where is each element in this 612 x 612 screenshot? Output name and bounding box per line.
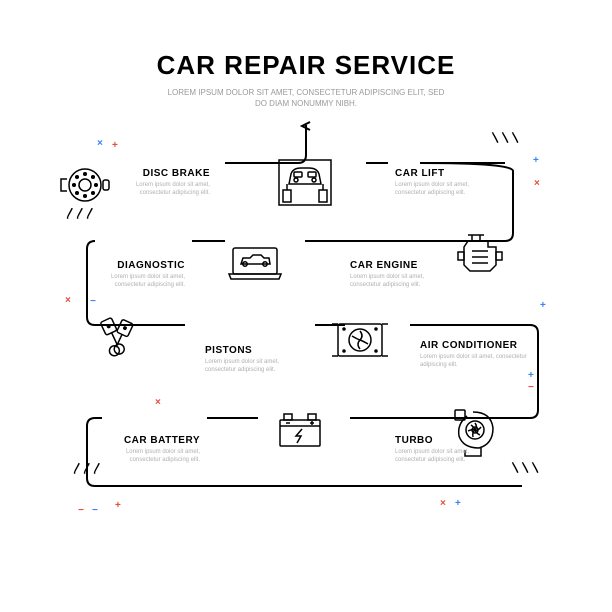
item-title: DISC BRAKE: [110, 168, 210, 179]
item-pistons: PISTONS Lorem ipsum dolor sit amet, cons…: [205, 345, 305, 375]
laptop-icon: [229, 248, 281, 279]
item-desc: Lorem ipsum dolor sit amet, consectetur …: [205, 358, 305, 375]
item-air_conditioner: AIR CONDITIONER Lorem ipsum dolor sit am…: [420, 340, 530, 370]
decoration: +: [112, 140, 118, 151]
decoration: 〵〵〵: [510, 460, 540, 476]
decoration: +: [455, 498, 461, 509]
item-disc_brake: DISC BRAKE Lorem ipsum dolor sit amet, c…: [110, 168, 210, 198]
item-car_battery: CAR BATTERY Lorem ipsum dolor sit amet, …: [100, 435, 200, 465]
decoration: ×: [97, 138, 103, 149]
decoration: −: [78, 505, 84, 516]
item-turbo: TURBO Lorem ipsum dolor sit amet, consec…: [395, 435, 495, 465]
item-desc: Lorem ipsum dolor sit amet, consectetur …: [395, 448, 495, 465]
item-car_engine: CAR ENGINE Lorem ipsum dolor sit amet, c…: [350, 260, 450, 290]
item-title: CAR BATTERY: [100, 435, 200, 446]
decoration: +: [533, 155, 539, 166]
item-desc: Lorem ipsum dolor sit amet, consectetur …: [85, 273, 185, 290]
item-title: TURBO: [395, 435, 495, 446]
item-desc: Lorem ipsum dolor sit amet, consectetur …: [395, 181, 495, 198]
decoration: +: [540, 300, 546, 311]
decoration: 〵〵〵: [490, 130, 520, 146]
item-desc: Lorem ipsum dolor sit amet, consectetur …: [420, 353, 530, 370]
item-desc: Lorem ipsum dolor sit amet, consectetur …: [100, 448, 200, 465]
disc-brake-icon: [61, 169, 109, 201]
item-title: AIR CONDITIONER: [420, 340, 530, 351]
decoration: −: [90, 296, 96, 307]
decoration: ×: [440, 498, 446, 509]
item-diagnostic: DIAGNOSTIC Lorem ipsum dolor sit amet, c…: [85, 260, 185, 290]
decoration: ×: [534, 178, 540, 189]
decoration: −: [92, 505, 98, 516]
decoration: −: [528, 382, 534, 393]
item-title: PISTONS: [205, 345, 305, 356]
item-title: CAR ENGINE: [350, 260, 450, 271]
item-title: CAR LIFT: [395, 168, 495, 179]
item-desc: Lorem ipsum dolor sit amet, consectetur …: [350, 273, 450, 290]
battery-icon: [280, 414, 320, 446]
decoration: 〳〳〳: [65, 205, 95, 221]
item-desc: Lorem ipsum dolor sit amet, consectetur …: [110, 181, 210, 198]
decoration: 〳〳〳: [72, 460, 102, 476]
decoration: +: [528, 370, 534, 381]
decoration: ×: [155, 397, 161, 408]
ac-icon: [332, 324, 388, 356]
pistons-icon: [100, 318, 133, 358]
item-title: DIAGNOSTIC: [85, 260, 185, 271]
decoration: +: [115, 500, 121, 511]
decoration: ×: [65, 295, 71, 306]
car-lift-icon: [279, 160, 331, 205]
item-car_lift: CAR LIFT Lorem ipsum dolor sit amet, con…: [395, 168, 495, 198]
